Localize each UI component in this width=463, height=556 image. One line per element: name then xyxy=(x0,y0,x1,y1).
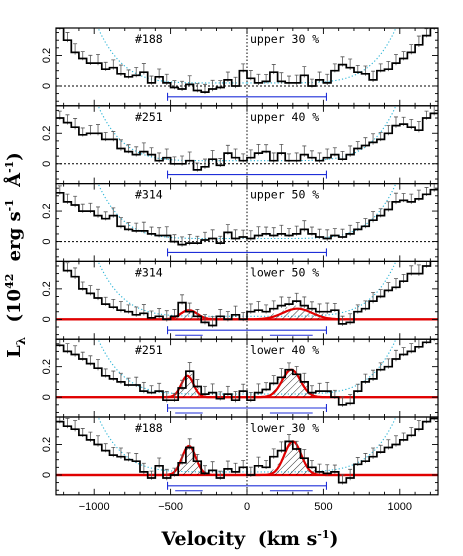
envelope-curve-right xyxy=(247,105,397,162)
hatch-bin xyxy=(308,309,316,320)
step-spectrum xyxy=(62,261,432,327)
hatch-bin xyxy=(292,305,301,320)
x-axis-title: Velocity (km s-1) xyxy=(160,528,338,550)
envelope-curve-right xyxy=(247,28,397,84)
x-axis-title-word: Velocity xyxy=(160,528,246,550)
panel-6: 0 0.2 #188 lower 30 % −1000 −500 0 500 1000 xyxy=(41,416,439,513)
envelope-curve-right xyxy=(247,417,397,473)
panel-stack: 0 0.2 #188 upper 30 % 0 0.2 #251 upper 40 % 0 0.2… xyxy=(41,27,439,513)
hatch-bin xyxy=(277,310,286,320)
panel-sample-label: #188 xyxy=(135,32,163,46)
panel-sample-label: #188 xyxy=(135,421,163,435)
y-axis-title-exp3: -1 xyxy=(3,161,16,173)
y-tick-label: 0.2 xyxy=(41,281,53,296)
hatch-bin xyxy=(285,441,293,475)
y-axis-title-erg: erg s xyxy=(4,211,25,261)
y-tick-label: 0.2 xyxy=(41,437,53,452)
hatch-bin xyxy=(185,447,194,475)
hatch-bin xyxy=(292,374,301,398)
x-tick-label: 0 xyxy=(244,501,250,513)
hatch-bin xyxy=(178,388,186,398)
y-tick-label: 0 xyxy=(41,472,53,478)
y-axis-title-close: ) xyxy=(4,152,25,161)
hatch-bin xyxy=(300,458,309,475)
y-tick-label: 0 xyxy=(41,239,53,245)
hatch-bin xyxy=(300,384,309,398)
hatch-bin xyxy=(300,306,309,320)
step-spectrum xyxy=(56,188,438,246)
y-tick-label: 0.2 xyxy=(41,359,53,374)
hatch-bin xyxy=(178,462,186,475)
panel-sample-label: #251 xyxy=(135,343,163,357)
hatch-bin xyxy=(285,369,293,398)
panel-subset-label: upper 30 % xyxy=(250,32,319,46)
y-axis-title-unit: (10 xyxy=(4,289,25,323)
hatch-bin xyxy=(277,378,286,398)
panel-sample-label: #314 xyxy=(135,265,163,279)
panel-subset-label: lower 30 % xyxy=(250,421,319,435)
y-axis-title-L: L xyxy=(4,345,25,358)
panel-sample-label: #314 xyxy=(135,188,163,202)
panel-plot-area xyxy=(56,105,438,172)
envelope-curve-left xyxy=(97,417,247,473)
hatch-bin xyxy=(277,458,286,475)
x-axis-title-close: ) xyxy=(330,528,339,550)
panel-2: 0 0.2 #251 upper 40 % xyxy=(41,105,439,185)
y-tick-label: 0 xyxy=(41,161,53,167)
x-tick-label: −500 xyxy=(158,501,183,513)
y-axis-title-exp2: -1 xyxy=(3,199,16,211)
panel-3: 0 0.2 #314 upper 50 % xyxy=(41,183,439,263)
panel-4: 0 0.2 #314 lower 50 % xyxy=(41,260,439,340)
step-spectrum xyxy=(56,112,438,171)
panel-plot-area xyxy=(56,261,438,328)
y-axis-title: Lλ (1042 erg s-1 Å-1) xyxy=(0,152,30,358)
y-tick-label: 0.2 xyxy=(41,126,53,141)
y-tick-label: 0 xyxy=(41,394,53,400)
y-axis-title-exp1: 42 xyxy=(3,274,16,289)
hatch-bin xyxy=(178,309,186,320)
envelope-curve-left xyxy=(97,105,247,162)
panel-subset-label: upper 50 % xyxy=(250,188,319,202)
y-tick-label: 0.2 xyxy=(41,203,53,218)
panel-sample-label: #251 xyxy=(135,110,163,124)
hatch-bin xyxy=(193,461,202,475)
y-axis-title-ang: Å xyxy=(2,172,25,188)
error-bars xyxy=(59,339,435,407)
y-tick-label: 0 xyxy=(41,316,53,322)
hatch-bin xyxy=(185,374,194,398)
x-axis-title-exp: -1 xyxy=(317,528,329,541)
hatch-bin xyxy=(185,311,194,320)
y-axis-title-sub: λ xyxy=(14,337,28,345)
panel-plot-area xyxy=(56,183,438,247)
panel-1: 0 0.2 #188 upper 30 % xyxy=(41,27,439,107)
panel-subset-label: upper 40 % xyxy=(250,110,319,124)
x-axis-title-unit: (km s xyxy=(258,528,318,550)
panel-plot-area xyxy=(56,417,438,485)
y-tick-label: 0.2 xyxy=(41,48,53,63)
panel-5: 0 0.2 #251 lower 40 % xyxy=(41,338,439,418)
step-spectrum xyxy=(56,417,438,484)
panel-subset-label: lower 40 % xyxy=(250,343,319,357)
envelope-curve-right xyxy=(247,339,397,395)
panel-plot-area xyxy=(56,28,438,95)
x-tick-label: 500 xyxy=(314,501,332,513)
hatch-bin xyxy=(285,307,293,320)
panel-subset-label: lower 50 % xyxy=(250,265,319,279)
envelope-curve-right xyxy=(247,261,397,317)
x-tick-label: 1000 xyxy=(388,501,412,513)
x-tick-label: −1000 xyxy=(79,501,110,513)
hatch-bin xyxy=(292,449,301,475)
y-tick-label: 0 xyxy=(41,83,53,89)
